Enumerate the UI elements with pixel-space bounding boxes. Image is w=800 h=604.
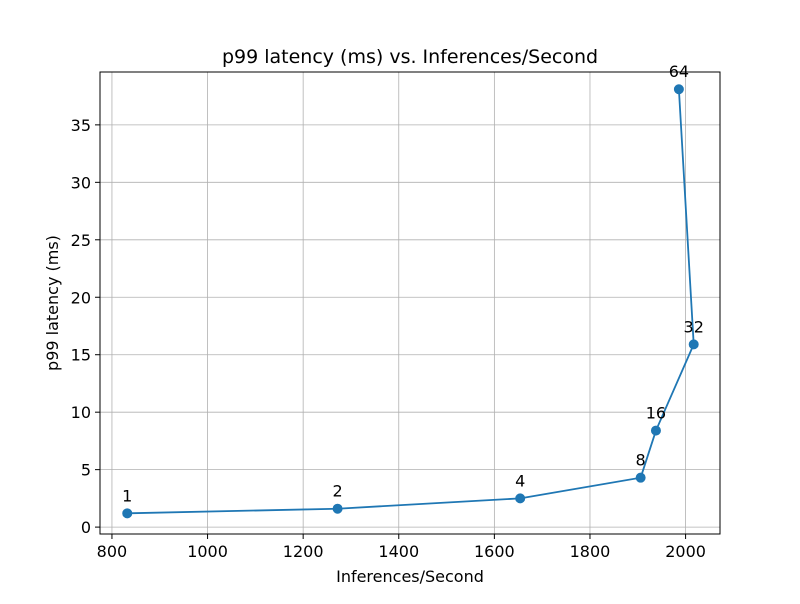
y-tick-label: 20 [71,288,91,307]
data-point [688,339,699,350]
x-tick-label: 1600 [474,542,515,561]
data-point-label: 2 [332,482,342,501]
series-line [127,89,695,515]
y-tick-label: 10 [71,403,91,422]
data-point [635,472,646,483]
data-point-label: 1 [122,486,132,505]
y-tick-label: 25 [71,231,91,250]
y-tick-label: 15 [71,346,91,365]
axis-ticks: 800 1000 1200 1400 1600 1800 2000 0 5 10 15 20 25 30 3… [71,116,706,561]
x-tick-label: 1200 [283,542,324,561]
plot-area-frame [99,71,721,535]
data-point-label: 8 [636,451,646,470]
data-point [673,84,684,95]
x-tick-label: 2000 [665,542,706,561]
y-axis-label: p99 latency (ms) [43,235,62,371]
data-point [515,493,526,504]
data-point [332,503,343,514]
x-tick-label: 1400 [378,542,419,561]
x-tick-label: 1000 [187,542,228,561]
data-point-label: 4 [515,471,525,490]
data-point-label: 32 [684,317,704,336]
data-point [122,508,133,519]
x-tick-label: 1800 [570,542,611,561]
x-tick-label: 800 [97,542,128,561]
x-axis-label: Inferences/Second [336,567,484,586]
y-tick-label: 30 [71,173,91,192]
y-tick-label: 5 [81,461,91,480]
chart-title: p99 latency (ms) vs. Inferences/Second [222,46,598,68]
data-point-label: 16 [646,404,666,423]
y-tick-label: 0 [81,518,91,537]
data-point [650,425,661,436]
grid [100,72,720,534]
y-tick-label: 35 [71,116,91,135]
